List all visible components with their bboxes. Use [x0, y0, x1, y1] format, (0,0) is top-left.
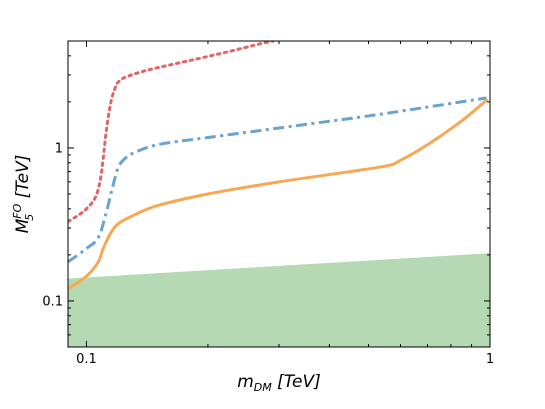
- excluded-region: [68, 253, 490, 347]
- y-tick-label: 0.1: [42, 294, 63, 309]
- ticks-layer: [67, 40, 491, 348]
- x-tick-label: 0.1: [76, 352, 97, 367]
- x-tick-label: 1: [486, 352, 494, 367]
- y-tick-label: 1: [55, 141, 63, 156]
- x-axis-label: mDM [TeV]: [237, 372, 321, 394]
- y-axis-label: MFO5 [TeV]: [11, 155, 36, 234]
- tick-labels-layer: 0.1 1 0.1 1: [42, 141, 494, 367]
- series-line-dashdot: [68, 96, 487, 264]
- series-line-solid: [68, 98, 488, 291]
- series-layer: [68, 41, 488, 291]
- plot-content: [68, 41, 490, 347]
- series-line-dotted: [68, 41, 275, 224]
